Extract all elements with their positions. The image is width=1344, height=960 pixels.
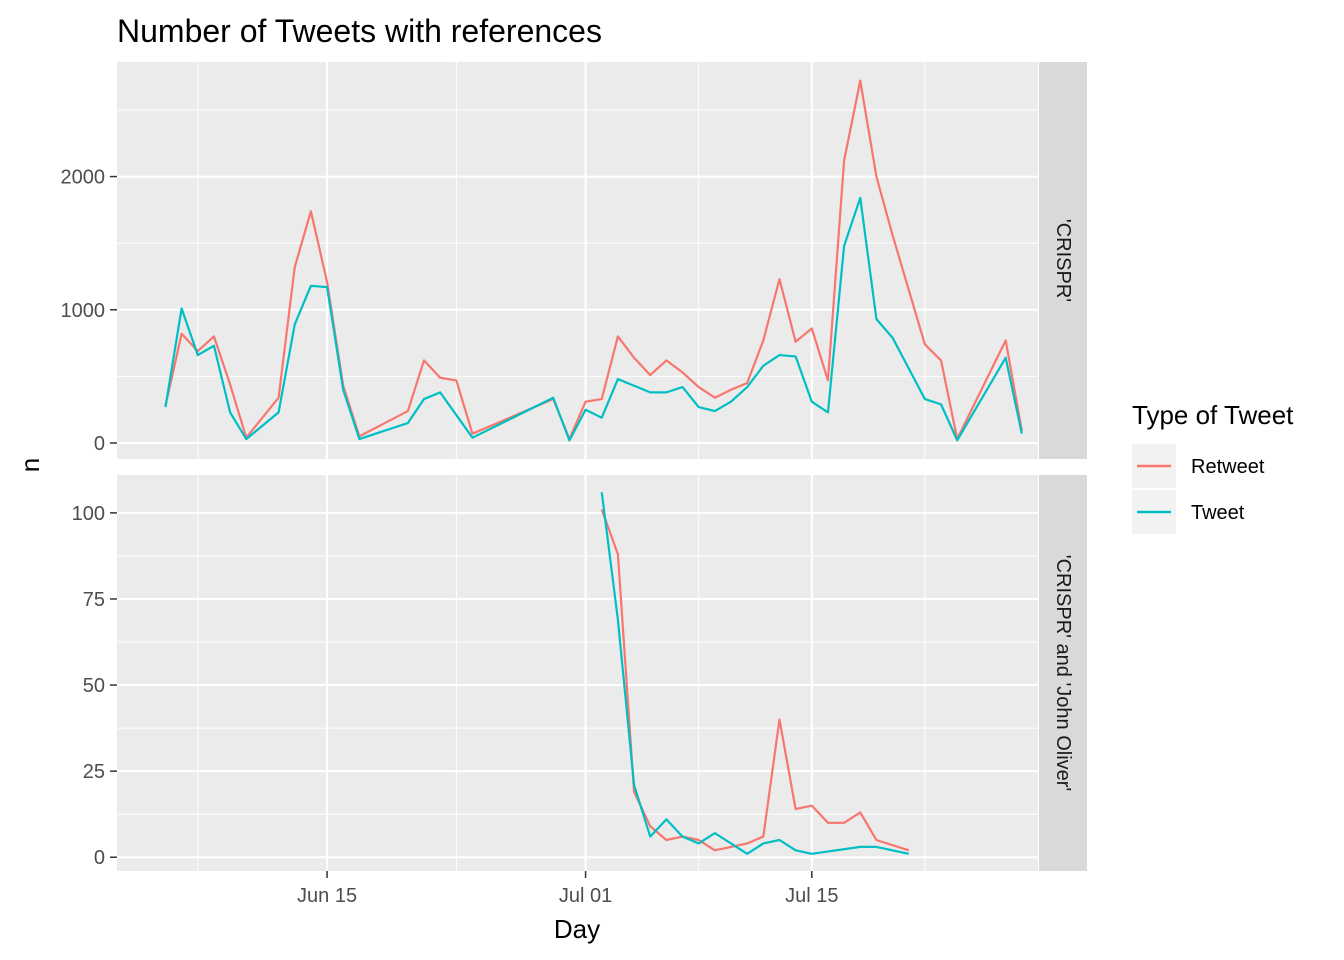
panel-1: 0 1000 2000 'CRISPR': [61, 62, 1087, 459]
y-tick-label: 0: [94, 433, 105, 455]
y-tick-label: 50: [83, 675, 105, 697]
x-tick-label: Jun 15: [297, 885, 357, 907]
facet-strip: [1039, 62, 1087, 459]
facet-strip-label: 'CRISPR' and 'John Oliver': [1052, 555, 1074, 791]
panel-background: [117, 62, 1038, 459]
x-axis: Jun 15 Jul 01 Jul 15: [297, 871, 838, 907]
x-axis-title: Day: [554, 914, 600, 944]
y-tick-label: 1000: [61, 300, 106, 322]
chart-title: Number of Tweets with references: [117, 13, 602, 49]
y-tick-label: 75: [83, 589, 105, 611]
legend: Type of Tweet Retweet Tweet: [1132, 400, 1294, 534]
y-tick-label: 0: [94, 847, 105, 869]
panel-2: 0 25 50 75 100 'CRISPR' and 'John Oliver': [72, 475, 1087, 871]
x-tick-label: Jul 15: [785, 885, 838, 907]
panel-background: [117, 475, 1038, 871]
series-line-tweet: [600, 492, 909, 855]
legend-title: Type of Tweet: [1132, 400, 1294, 430]
y-tick-label: 100: [72, 503, 105, 525]
legend-entry-tweet: Tweet: [1132, 490, 1245, 534]
x-tick-label: Jul 01: [559, 885, 612, 907]
legend-label: Retweet: [1191, 456, 1265, 478]
series-line-retweet: [164, 79, 1023, 441]
series-line-retweet: [600, 509, 910, 852]
legend-entry-retweet: Retweet: [1132, 444, 1265, 488]
facet-strip: [1039, 475, 1087, 871]
series-line-tweet: [164, 196, 1023, 442]
y-tick-label: 25: [83, 761, 105, 783]
facet-strip-label: 'CRISPR': [1052, 219, 1074, 302]
y-tick-label: 2000: [61, 167, 106, 189]
y-axis-title: n: [15, 458, 45, 472]
legend-label: Tweet: [1191, 502, 1245, 524]
